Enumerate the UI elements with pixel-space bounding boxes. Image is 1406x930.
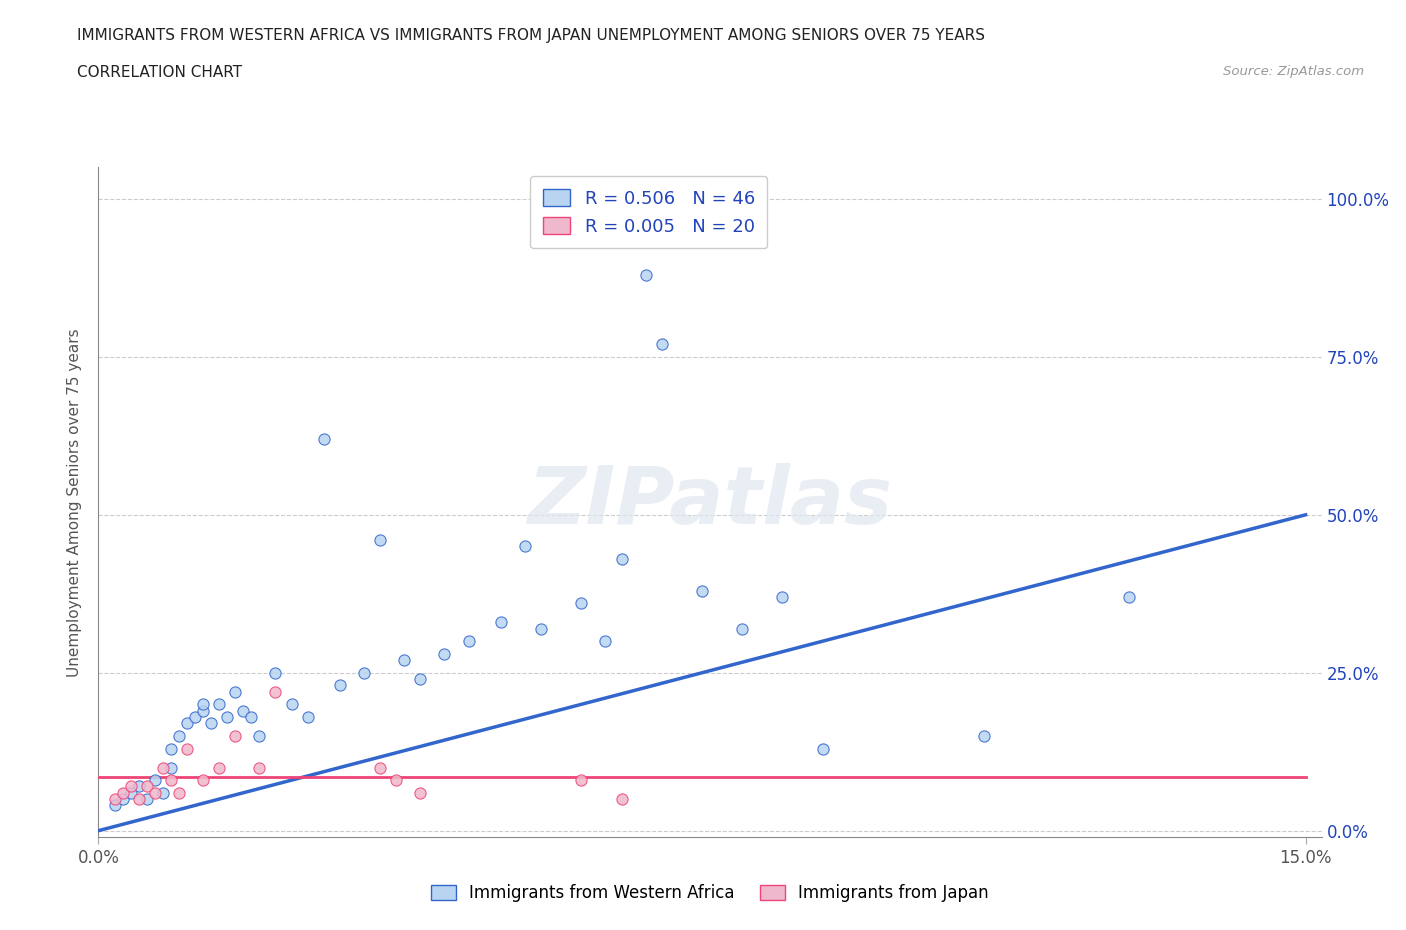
Point: [240, 710, 263, 724]
Point: [569, 596, 592, 611]
Point: [489, 615, 512, 630]
Point: [120, 779, 142, 794]
Point: [184, 710, 207, 724]
Point: [368, 760, 391, 775]
Point: [160, 773, 183, 788]
Point: [152, 760, 174, 775]
Point: [217, 710, 239, 724]
Point: [167, 728, 190, 743]
Point: [103, 791, 125, 806]
Legend: Immigrants from Western Africa, Immigrants from Japan: Immigrants from Western Africa, Immigran…: [425, 878, 995, 909]
Point: [247, 728, 270, 743]
Text: Source: ZipAtlas.com: Source: ZipAtlas.com: [1223, 65, 1364, 78]
Point: [1118, 590, 1140, 604]
Point: [176, 741, 198, 756]
Point: [569, 773, 592, 788]
Point: [690, 583, 713, 598]
Point: [200, 716, 222, 731]
Point: [208, 760, 231, 775]
Point: [513, 539, 536, 554]
Point: [191, 697, 214, 711]
Point: [392, 653, 416, 668]
Point: [409, 785, 432, 800]
Point: [143, 773, 166, 788]
Point: [111, 785, 134, 800]
Point: [385, 773, 408, 788]
Y-axis label: Unemployment Among Seniors over 75 years: Unemployment Among Seniors over 75 years: [67, 328, 83, 676]
Point: [224, 728, 246, 743]
Point: [120, 785, 142, 800]
Point: [634, 267, 657, 282]
Point: [143, 785, 166, 800]
Point: [103, 798, 125, 813]
Point: [208, 697, 231, 711]
Point: [811, 741, 834, 756]
Point: [135, 779, 157, 794]
Text: IMMIGRANTS FROM WESTERN AFRICA VS IMMIGRANTS FROM JAPAN UNEMPLOYMENT AMONG SENIO: IMMIGRANTS FROM WESTERN AFRICA VS IMMIGR…: [77, 28, 986, 43]
Point: [297, 710, 319, 724]
Point: [224, 684, 246, 699]
Point: [111, 791, 134, 806]
Point: [160, 760, 183, 775]
Text: CORRELATION CHART: CORRELATION CHART: [77, 65, 242, 80]
Point: [176, 716, 198, 731]
Point: [280, 697, 302, 711]
Point: [433, 646, 456, 661]
Point: [353, 665, 375, 680]
Text: ZIPatlas: ZIPatlas: [527, 463, 893, 541]
Point: [610, 551, 633, 566]
Point: [329, 678, 352, 693]
Point: [595, 633, 617, 648]
Point: [264, 665, 287, 680]
Point: [530, 621, 553, 636]
Point: [160, 741, 183, 756]
Point: [128, 779, 150, 794]
Point: [610, 791, 633, 806]
Point: [409, 671, 432, 686]
Point: [651, 337, 673, 352]
Point: [457, 633, 479, 648]
Point: [128, 791, 150, 806]
Point: [191, 773, 214, 788]
Point: [368, 533, 391, 548]
Point: [247, 760, 270, 775]
Point: [264, 684, 287, 699]
Point: [312, 432, 335, 446]
Point: [731, 621, 754, 636]
Point: [135, 791, 157, 806]
Point: [772, 590, 794, 604]
Point: [152, 785, 174, 800]
Point: [232, 703, 254, 718]
Point: [167, 785, 190, 800]
Point: [973, 728, 995, 743]
Point: [191, 703, 214, 718]
